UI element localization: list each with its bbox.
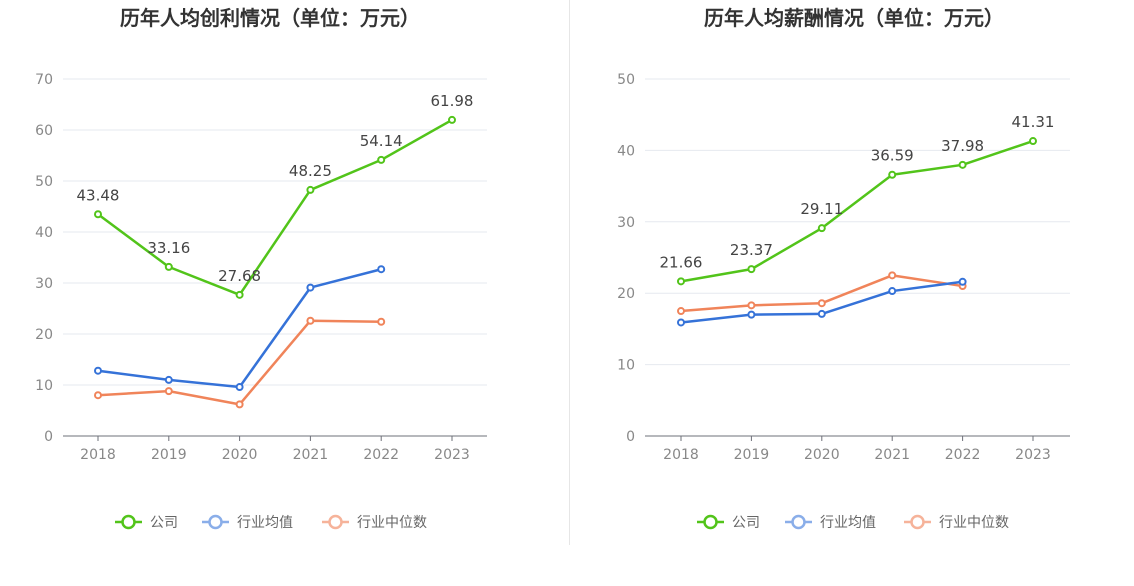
data-point-industry-avg[interactable]	[306, 283, 315, 292]
legend-label: 公司	[732, 515, 760, 531]
x-tick-label: 2022	[945, 447, 981, 463]
x-tick-label: 2019	[151, 447, 187, 463]
x-tick-label: 2020	[804, 447, 840, 463]
data-label: 48.25	[289, 162, 332, 180]
data-point-industry-avg[interactable]	[164, 375, 173, 384]
data-point-industry-avg[interactable]	[377, 265, 386, 274]
data-point-company[interactable]	[677, 277, 685, 286]
data-point-company[interactable]	[747, 265, 756, 274]
chart-title: 历年人均薪酬情况（单位：万元）	[704, 6, 1004, 30]
data-point-industry-median[interactable]	[235, 400, 244, 409]
x-tick-label: 2023	[434, 447, 470, 463]
legend-item-industry-avg[interactable]: 行业均值	[202, 514, 293, 531]
legend-marker-icon	[328, 514, 343, 530]
data-point-industry-avg[interactable]	[677, 318, 685, 327]
data-point-company[interactable]	[1029, 137, 1037, 146]
data-point-industry-median[interactable]	[164, 387, 173, 396]
profit-per-capita-chart: 历年人均创利情况（单位：万元） 0 10 20 30 40 50 60 70 2018 2019 20…	[0, 0, 567, 582]
legend-marker-icon	[910, 514, 925, 530]
data-point-industry-avg[interactable]	[817, 309, 826, 318]
data-label: 36.59	[871, 147, 914, 165]
legend-item-industry-median[interactable]: 行业中位数	[322, 514, 427, 531]
x-tick-label: 2018	[80, 447, 116, 463]
salary-per-capita-chart: 历年人均薪酬情况（单位：万元） 0 10 20 30 40 50 2018 2019 2020 20…	[567, 0, 1134, 582]
series-line-industry-median	[97, 319, 382, 406]
x-tick-label: 2021	[874, 447, 910, 463]
data-point-industry-avg[interactable]	[94, 366, 102, 375]
legend-item-company[interactable]: 公司	[697, 514, 760, 531]
panel-divider	[569, 0, 570, 545]
data-point-industry-avg[interactable]	[958, 277, 967, 286]
data-point-industry-median[interactable]	[306, 316, 315, 325]
x-tick-label: 2018	[663, 447, 699, 463]
legend-item-industry-avg[interactable]: 行业均值	[785, 514, 876, 531]
data-point-industry-median[interactable]	[817, 299, 826, 308]
legend-marker-icon	[208, 514, 223, 530]
data-label: 61.98	[431, 92, 474, 110]
data-point-company[interactable]	[164, 262, 173, 271]
legend-label: 行业中位数	[357, 515, 427, 531]
data-label: 41.31	[1012, 113, 1055, 131]
data-point-company[interactable]	[817, 224, 826, 233]
y-tick-label: 20	[617, 286, 635, 302]
y-tick-label: 50	[617, 72, 635, 88]
data-point-industry-avg[interactable]	[235, 383, 244, 392]
data-point-industry-avg[interactable]	[747, 310, 756, 319]
data-label: 33.16	[147, 239, 190, 257]
legend-marker-icon	[121, 514, 136, 530]
profit-chart-svg: 历年人均创利情况（单位：万元） 0 10 20 30 40 50 60 70 2018 2019 20…	[35, 6, 487, 531]
data-label: 21.66	[660, 253, 703, 271]
x-tick-label: 2019	[734, 447, 770, 463]
data-point-company[interactable]	[377, 155, 386, 164]
series-line-company	[97, 118, 453, 297]
y-tick-label: 60	[35, 123, 53, 139]
data-point-company[interactable]	[94, 210, 102, 219]
data-label: 29.11	[800, 200, 843, 218]
legend-label: 公司	[150, 515, 178, 531]
data-point-industry-median[interactable]	[377, 317, 386, 326]
data-point-industry-median[interactable]	[747, 301, 756, 310]
salary-chart-svg: 历年人均薪酬情况（单位：万元） 0 10 20 30 40 50 2018 2019 2020 20…	[617, 6, 1070, 531]
data-point-company[interactable]	[958, 160, 967, 169]
y-tick-label: 30	[617, 215, 635, 231]
y-tick-label: 0	[44, 429, 53, 445]
data-label: 43.48	[77, 186, 120, 204]
data-point-industry-median[interactable]	[94, 391, 102, 400]
y-tick-label: 40	[35, 225, 53, 241]
data-label: 54.14	[360, 132, 403, 150]
y-tick-label: 70	[35, 72, 53, 88]
legend-marker-icon	[791, 514, 806, 530]
legend-label: 行业均值	[237, 515, 293, 531]
y-tick-label: 40	[617, 143, 635, 159]
y-tick-label: 10	[617, 358, 635, 374]
legend-marker-icon	[703, 514, 718, 530]
x-tick-label: 2023	[1015, 447, 1051, 463]
data-label: 37.98	[941, 137, 984, 155]
x-tick-label: 2022	[363, 447, 399, 463]
x-tick-label: 2021	[293, 447, 329, 463]
data-point-industry-avg[interactable]	[888, 287, 897, 296]
data-point-company[interactable]	[306, 185, 315, 194]
data-point-company[interactable]	[235, 290, 244, 299]
series-line-industry-avg	[97, 268, 382, 389]
y-tick-label: 20	[35, 327, 53, 343]
data-point-company[interactable]	[888, 170, 897, 179]
y-tick-label: 10	[35, 378, 53, 394]
data-label: 27.68	[218, 267, 261, 285]
chart-title: 历年人均创利情况（单位：万元）	[120, 6, 420, 30]
legend-label: 行业均值	[820, 515, 876, 531]
data-point-industry-median[interactable]	[677, 307, 685, 316]
data-label: 23.37	[730, 241, 773, 259]
y-tick-label: 30	[35, 276, 53, 292]
series-line-company	[680, 139, 1034, 283]
legend-item-industry-median[interactable]: 行业中位数	[904, 514, 1009, 531]
data-point-company[interactable]	[448, 115, 456, 124]
data-point-industry-median[interactable]	[888, 271, 897, 280]
x-tick-label: 2020	[222, 447, 258, 463]
y-tick-label: 50	[35, 174, 53, 190]
y-tick-label: 0	[626, 429, 635, 445]
legend-label: 行业中位数	[939, 515, 1009, 531]
legend-item-company[interactable]: 公司	[115, 514, 178, 531]
